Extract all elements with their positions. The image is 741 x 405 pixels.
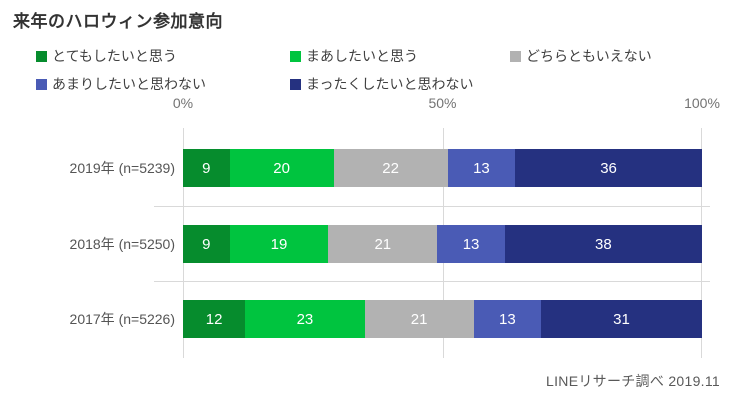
bar-row: 2019年 (n=5239) 9 20 22 13 36 (70, 149, 702, 187)
row-separator (154, 206, 710, 207)
bar-segment: 38 (504, 225, 702, 263)
legend-item: とてもしたいと思う (36, 46, 290, 66)
bar-value-label: 23 (296, 310, 314, 328)
legend: とてもしたいと思う まあしたいと思う どちらともいえないあまりしたいと思わない まった… (36, 46, 652, 94)
legend-label: まったくしたいと思わない (306, 76, 474, 92)
x-axis-tick-label: 50% (428, 95, 457, 111)
category-label: 2019年 (n=5239) (69, 160, 175, 176)
bar-segment: 19 (229, 225, 329, 263)
bar-value-label: 21 (374, 235, 392, 253)
bar-row: 2018年 (n=5250) 9 19 21 13 38 (70, 225, 702, 263)
legend-swatch-icon (290, 78, 301, 90)
legend-item: まったくしたいと思わない (290, 74, 510, 94)
bar-value-label: 31 (613, 310, 630, 328)
bar-segment: 13 (473, 300, 542, 338)
bar-segment: 9 (183, 225, 230, 263)
bar-value-label: 36 (600, 159, 617, 177)
bar-segment: 22 (333, 149, 448, 187)
bar-segment: 9 (183, 149, 230, 187)
bar-value-label: 20 (273, 159, 290, 177)
legend-label: あまりしたいと思わない (52, 76, 206, 92)
legend-swatch-icon (36, 50, 47, 62)
bar-value-label: 9 (202, 235, 211, 253)
bar-value-label: 13 (499, 310, 516, 328)
legend-swatch-icon (290, 50, 301, 62)
bar-row: 2017年 (n=5226) 12 23 21 13 31 (70, 300, 702, 338)
bar-value-label: 12 (205, 310, 223, 328)
source-note: LINEリサーチ調べ 2019.11 (546, 373, 720, 389)
bar-value-label: 9 (202, 159, 211, 177)
bar-value-label: 13 (462, 235, 480, 253)
bar-segment: 13 (447, 149, 516, 187)
legend-item: あまりしたいと思わない (36, 74, 290, 94)
bar-value-label: 22 (382, 159, 399, 177)
bar-segment: 36 (515, 149, 702, 187)
bar-value-label: 38 (595, 235, 612, 253)
legend-swatch-icon (36, 78, 47, 90)
category-label: 2018年 (n=5250) (69, 236, 175, 252)
bar-segment: 31 (541, 300, 702, 338)
bar-segment: 12 (183, 300, 246, 338)
legend-item: どちらともいえない (510, 46, 652, 66)
x-axis-tick-label: 0% (172, 95, 194, 111)
bar-value-label: 13 (473, 159, 490, 177)
legend-label: とてもしたいと思う (52, 48, 177, 64)
bar-segment: 21 (364, 300, 474, 338)
legend-label: まあしたいと思う (306, 48, 418, 64)
legend-label: どちらともいえない (526, 48, 652, 64)
x-axis-tick-label: 100% (684, 95, 720, 111)
plot-area: 0% 50% 100% 2019年 (n=5239) 9 20 22 13 36 2018年 (n… (70, 95, 720, 358)
chart-title: 来年のハロウィン参加意向 (13, 12, 223, 31)
bar-segment: 23 (245, 300, 365, 338)
legend-swatch-icon (510, 50, 521, 62)
bar-segment: 21 (328, 225, 438, 263)
legend-item: まあしたいと思う (290, 46, 510, 66)
bar-value-label: 21 (410, 310, 428, 328)
bar-segment: 13 (437, 225, 505, 263)
row-separator (154, 281, 710, 282)
category-label: 2017年 (n=5226) (69, 311, 175, 327)
bar-value-label: 19 (270, 235, 288, 253)
bar-segment: 20 (229, 149, 334, 187)
